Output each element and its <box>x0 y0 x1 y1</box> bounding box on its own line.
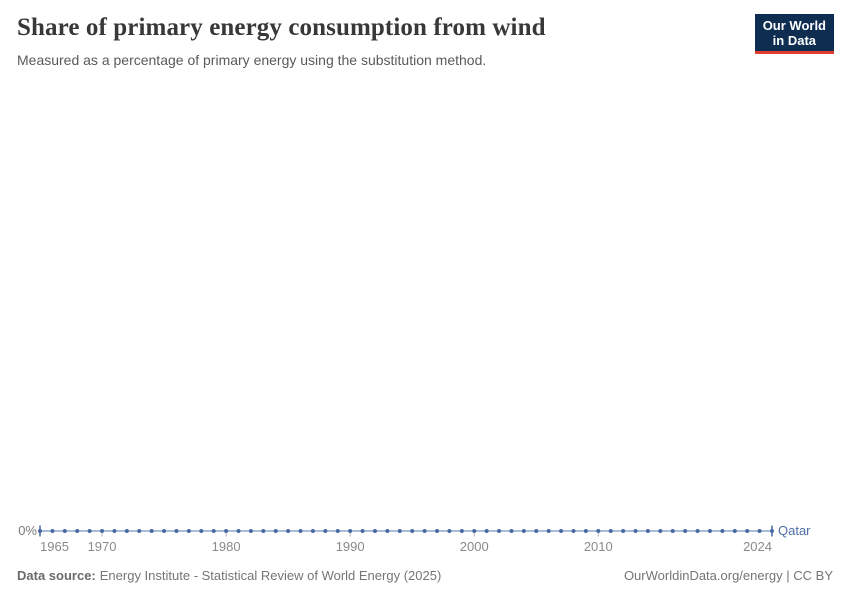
owid-logo-line1: Our World <box>762 18 826 33</box>
x-axis-label: 2024 <box>743 539 772 554</box>
chart-subtitle: Measured as a percentage of primary ener… <box>17 52 487 68</box>
x-axis-label: 1980 <box>211 539 241 554</box>
chart-footer: Data source: Energy Institute - Statistic… <box>17 568 833 583</box>
x-axis-label: 1970 <box>87 539 117 554</box>
data-source: Data source: Energy Institute - Statistic… <box>17 568 441 583</box>
y-axis-tick-label: 0% <box>18 523 37 538</box>
owid-logo-line2: in Data <box>772 33 817 48</box>
data-source-label: Data source: <box>17 568 96 583</box>
owid-logo[interactable]: Our World in Data <box>754 14 834 54</box>
x-axis-label: 2000 <box>459 539 489 554</box>
chart-title: Share of primary energy consumption from… <box>17 14 546 41</box>
x-axis-label: 1990 <box>335 539 365 554</box>
data-source-text: Energy Institute - Statistical Review of… <box>99 568 442 583</box>
x-axis-label: 1965 <box>40 539 69 554</box>
x-axis-label: 2010 <box>583 539 613 554</box>
series-label-qatar[interactable]: Qatar <box>778 523 811 538</box>
credit-link[interactable]: OurWorldinData.org/energy | CC BY <box>623 568 833 583</box>
